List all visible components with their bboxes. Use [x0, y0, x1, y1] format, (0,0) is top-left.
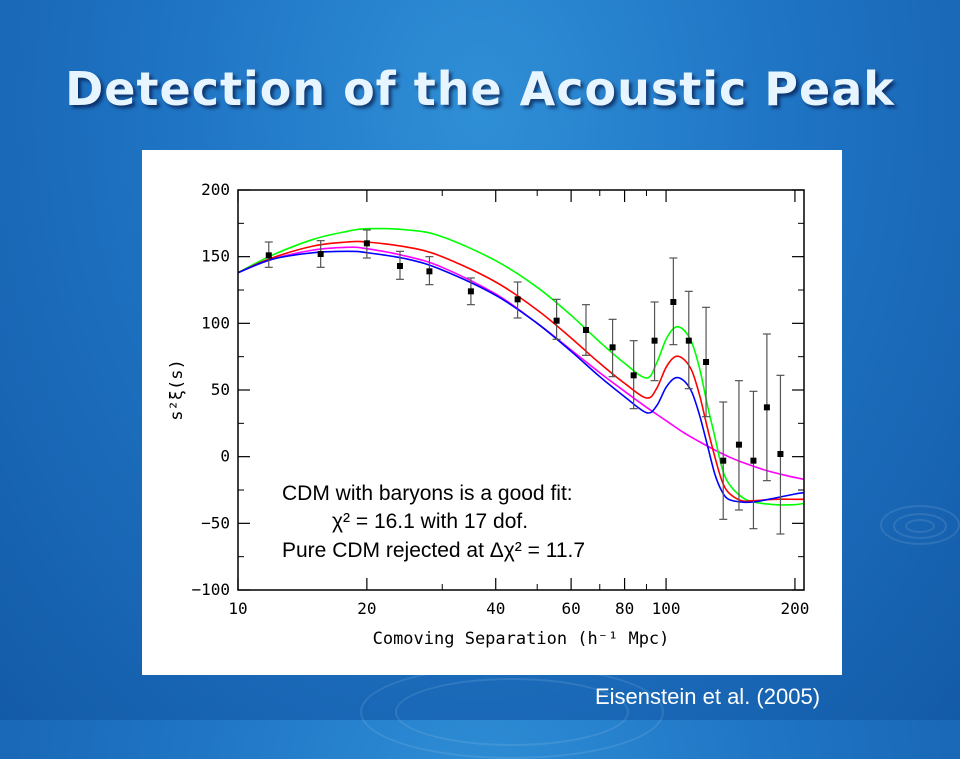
- data-point: [396, 263, 403, 269]
- axis-ticks: 10 20 40 60 80 100 200 200 150 100 50 0 −50 −100: [191, 180, 809, 618]
- ripple-decoration: [893, 513, 947, 539]
- model-curve-3: [238, 250, 804, 504]
- chart-svg: 10 20 40 60 80 100 200 200 150 100 50 0 −50 −100 Como…: [167, 180, 809, 649]
- data-point: [720, 457, 727, 464]
- chart-panel: 10 20 40 60 80 100 200 200 150 100 50 0 −50 −100 Como…: [142, 150, 842, 675]
- y-tick-label: 0: [220, 447, 230, 466]
- y-tick-label: 200: [201, 180, 230, 199]
- annotation-line-1: CDM with baryons is a good fit:: [282, 482, 573, 505]
- data-point: [651, 337, 658, 344]
- model-curves: [238, 227, 804, 506]
- slide-title: Detection of the Acoustic Peak: [65, 62, 895, 116]
- data-point: [553, 317, 560, 324]
- x-tick-label: 20: [357, 599, 376, 618]
- y-tick-label: 150: [201, 247, 230, 266]
- data-point: [735, 441, 742, 448]
- data-point: [630, 372, 637, 379]
- ripple-decoration: [395, 678, 629, 746]
- ripple-decoration: [880, 505, 960, 545]
- x-tick-label: 100: [652, 599, 681, 618]
- data-point: [609, 344, 616, 351]
- y-tick-label: −50: [201, 513, 230, 532]
- data-point: [582, 327, 589, 333]
- data-point: [467, 288, 474, 295]
- citation-credit: Eisenstein et al. (2005): [595, 684, 821, 709]
- data-point: [703, 359, 710, 365]
- model-curve-2: [238, 240, 804, 503]
- y-axis-label: s²ξ(s): [167, 359, 187, 420]
- y-tick-label: 50: [211, 380, 230, 399]
- x-tick-label: 80: [615, 599, 634, 618]
- data-point: [685, 337, 692, 344]
- x-tick-label: 10: [228, 599, 247, 618]
- y-tick-label: −100: [191, 580, 230, 599]
- data-point: [426, 268, 433, 275]
- data-point: [363, 240, 370, 247]
- y-tick-label: 100: [201, 313, 230, 332]
- data-point: [777, 451, 784, 457]
- data-point: [670, 299, 677, 305]
- annotation-line-3: Pure CDM rejected at Δχ² = 11.7: [282, 539, 585, 562]
- x-axis-label: Comoving Separation (h⁻¹ Mpc): [373, 629, 670, 649]
- model-curve-1: [238, 227, 804, 506]
- model-curve-0: [238, 246, 804, 481]
- data-point: [317, 251, 324, 257]
- x-tick-label: 40: [486, 599, 505, 618]
- x-tick-label: 200: [780, 599, 809, 618]
- data-point: [514, 296, 521, 303]
- ripple-decoration: [905, 519, 935, 533]
- x-tick-label: 60: [561, 599, 580, 618]
- data-point: [750, 457, 757, 464]
- data-points: [264, 229, 785, 535]
- data-point: [265, 252, 272, 259]
- annotation-line-2: χ² = 16.1 with 17 dof.: [332, 510, 528, 533]
- data-point: [763, 404, 770, 411]
